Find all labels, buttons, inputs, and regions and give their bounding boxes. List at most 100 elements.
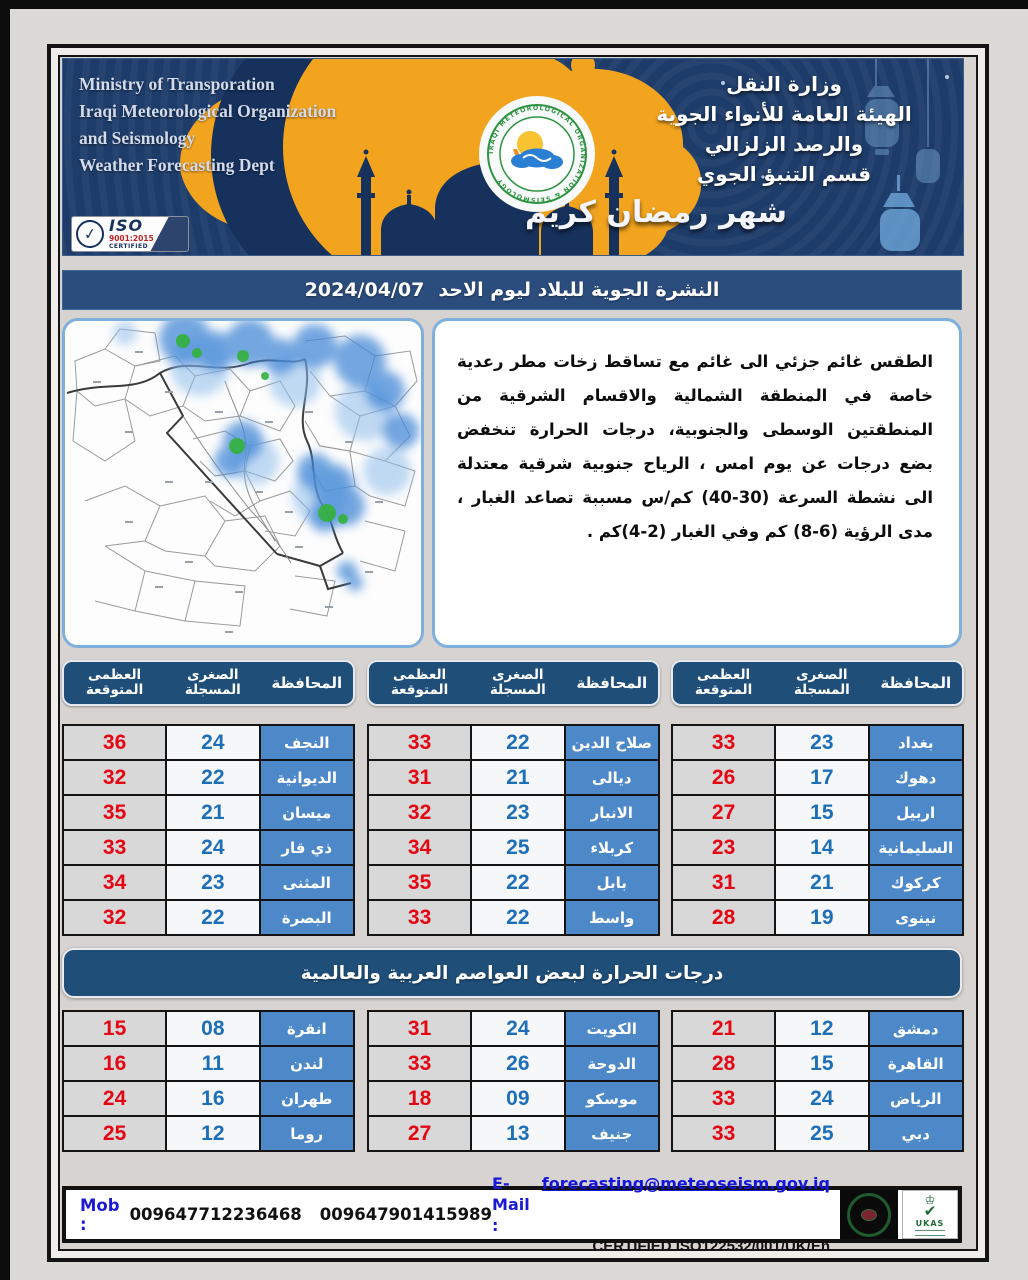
bulletin-content: IRAQI METEOROLOGICAL ORGANIZATION & SEIS… — [58, 55, 978, 1251]
table-row: 34 25 كربلاء — [369, 829, 658, 864]
max-temp-cell: 21 — [673, 1012, 775, 1045]
check-icon: ✔ — [923, 1201, 937, 1220]
capitals-table-1: 21 12 دمشق 28 15 القاهرة 33 24 الرياض 33… — [671, 1010, 964, 1152]
table-row: 33 26 الدوحة — [369, 1045, 658, 1080]
governorate-name-cell: نينوى — [869, 901, 962, 934]
table-row: 33 22 واسط — [369, 899, 658, 934]
table-row: 32 22 البصرة — [64, 899, 353, 934]
governorate-name-cell: البصرة — [260, 901, 353, 934]
table-row: 21 12 دمشق — [673, 1012, 962, 1045]
capital-name-cell: جنيف — [565, 1117, 658, 1150]
english-line: and Seismology — [79, 128, 196, 148]
min-temp-cell: 12 — [165, 1117, 261, 1150]
min-temp-cell: 24 — [470, 1012, 566, 1045]
table-row: 28 19 نينوى — [673, 899, 962, 934]
governorates-table-south: 36 24 النجف 32 22 الديوانية 35 21 ميسان … — [62, 724, 355, 936]
max-temp-cell: 27 — [673, 796, 775, 829]
iso-certified-label: CERTIFIED — [109, 242, 149, 250]
ministry-english-title: Ministry of Transporation Iraqi Meteorol… — [79, 71, 419, 179]
table-row: 35 22 بابل — [369, 864, 658, 899]
capital-name-cell: روما — [260, 1117, 353, 1150]
governorate-name-cell: بابل — [565, 866, 658, 899]
capital-name-cell: الرياض — [869, 1082, 962, 1115]
table-row: 15 08 انقرة — [64, 1012, 353, 1045]
min-temp-cell: 22 — [470, 901, 566, 934]
capital-name-cell: الدوحة — [565, 1047, 658, 1080]
mob-label: Mob : — [80, 1195, 120, 1234]
max-temp-cell: 33 — [673, 726, 775, 759]
min-temp-cell: 21 — [774, 866, 870, 899]
rain-cells — [113, 321, 419, 591]
min-temp-cell: 25 — [774, 1117, 870, 1150]
email-link[interactable]: forecasting@meteoseism.gov.iq — [541, 1173, 830, 1193]
heavy-rain-cells — [176, 334, 348, 524]
min-temp-cell: 15 — [774, 1047, 870, 1080]
certified-text: CERTIFIED ISO122532/001/UK/En — [592, 1237, 830, 1251]
capital-name-cell: لندن — [260, 1047, 353, 1080]
capital-name-cell: دمشق — [869, 1012, 962, 1045]
scan-edge-top — [0, 0, 1028, 9]
table-row: 33 23 بغداد — [673, 726, 962, 759]
lantern-icons — [865, 59, 940, 251]
capitals-section-title: درجات الحرارة لبعض العواصم العربية والعا… — [62, 948, 962, 998]
min-temp-cell: 21 — [470, 761, 566, 794]
max-temp-cell: 28 — [673, 901, 775, 934]
table-row: 33 24 الرياض — [673, 1080, 962, 1115]
mob-number-1: 009647712236468 — [129, 1205, 302, 1224]
min-temp-cell: 09 — [470, 1082, 566, 1115]
ramadan-banner-art: IRAQI METEOROLOGICAL ORGANIZATION & SEIS… — [180, 59, 949, 255]
table-row: 25 12 روما — [64, 1115, 353, 1150]
ministry-arabic-title: وزارة النقل الهيئة العامة للأنواء الجوية… — [619, 69, 949, 189]
max-temp-cell: 15 — [64, 1012, 166, 1045]
map-label-marks — [93, 351, 383, 633]
table-row: 18 09 موسكو — [369, 1080, 658, 1115]
capital-name-cell: دبي — [869, 1117, 962, 1150]
table-row: 31 21 كركوك — [673, 864, 962, 899]
max-temp-cell: 33 — [369, 726, 471, 759]
min-temp-cell: 11 — [165, 1047, 261, 1080]
min-temp-cell: 12 — [774, 1012, 870, 1045]
min-temp-cell: 22 — [165, 761, 261, 794]
table-row: 31 21 ديالى — [369, 759, 658, 794]
governorate-name-cell: كربلاء — [565, 831, 658, 864]
table-row: 33 22 صلاح الدين — [369, 726, 658, 759]
min-temp-cell: 19 — [774, 901, 870, 934]
footer-bar: Mob : 009647712236468 009647901415989 E-… — [62, 1174, 962, 1249]
col-min-label: الصغرى — [796, 667, 848, 683]
governorates-table-north: 33 23 بغداد 26 17 دهوك 27 15 اربيل 23 14… — [671, 724, 964, 936]
table-row: 24 16 طهران — [64, 1080, 353, 1115]
governorate-name-cell: السليمانية — [869, 831, 962, 864]
max-temp-cell: 35 — [369, 866, 471, 899]
max-temp-cell: 23 — [673, 831, 775, 864]
max-temp-cell: 26 — [673, 761, 775, 794]
governorate-name-cell: الديوانية — [260, 761, 353, 794]
min-temp-cell: 21 — [165, 796, 261, 829]
capital-name-cell: انقرة — [260, 1012, 353, 1045]
governorate-name-cell: كركوك — [869, 866, 962, 899]
governorate-name-cell: الانبار — [565, 796, 658, 829]
min-temp-cell: 13 — [470, 1117, 566, 1150]
precipitation-map — [62, 318, 424, 648]
forecast-text-box: الطقس غائم جزئي الى غائم مع تساقط زخات م… — [432, 318, 962, 648]
bulletin-document: IRAQI METEOROLOGICAL ORGANIZATION & SEIS… — [47, 44, 989, 1262]
col-max-label: العظمى — [696, 667, 751, 683]
bulletin-date: 2024/04/07 — [304, 279, 425, 301]
max-temp-cell: 33 — [369, 901, 471, 934]
english-line: Ministry of Transporation — [79, 74, 275, 94]
max-temp-cell: 36 — [64, 726, 166, 759]
min-temp-cell: 23 — [470, 796, 566, 829]
bulletin-title: النشرة الجوية للبلاد ليوم الاحد — [438, 279, 720, 301]
governorate-name-cell: ديالى — [565, 761, 658, 794]
forecast-text: الطقس غائم جزئي الى غائم مع تساقط زخات م… — [457, 352, 933, 541]
arabic-line: قسم التنبؤ الجوي — [696, 162, 872, 186]
star-icons — [721, 75, 949, 179]
iso-badge: ✓ ISO 9001:2015 CERTIFIED — [71, 216, 189, 252]
table-row: 36 24 النجف — [64, 726, 353, 759]
english-line: Iraqi Meteorological Organization — [79, 101, 337, 121]
phone-numbers: Mob : 009647712236468 009647901415989 — [80, 1196, 492, 1234]
max-temp-cell: 31 — [369, 1012, 471, 1045]
capital-name-cell: طهران — [260, 1082, 353, 1115]
ramadan-greeting: شهر رمضان كريم — [525, 195, 788, 230]
max-temp-cell: 35 — [64, 796, 166, 829]
max-temp-cell: 32 — [64, 761, 166, 794]
